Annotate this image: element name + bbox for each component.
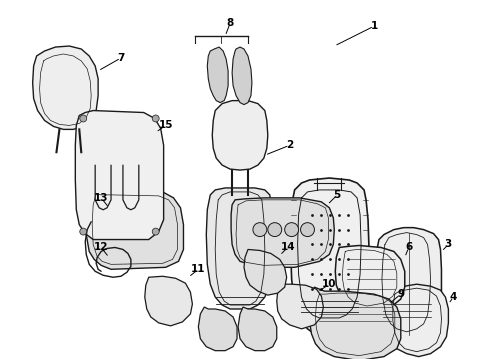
Polygon shape: [244, 249, 286, 295]
Text: 7: 7: [117, 53, 124, 63]
Circle shape: [152, 115, 159, 122]
Text: 4: 4: [449, 292, 456, 302]
Polygon shape: [198, 307, 237, 351]
Text: 6: 6: [404, 243, 411, 252]
Text: 3: 3: [444, 239, 451, 249]
Polygon shape: [207, 47, 228, 103]
Polygon shape: [232, 47, 251, 105]
Polygon shape: [290, 178, 368, 336]
Text: 1: 1: [369, 21, 377, 31]
Polygon shape: [75, 111, 163, 239]
Text: 5: 5: [333, 190, 340, 200]
Text: 11: 11: [191, 264, 205, 274]
Text: 12: 12: [94, 243, 108, 252]
Polygon shape: [276, 284, 323, 329]
Polygon shape: [85, 185, 183, 269]
Text: 9: 9: [396, 289, 404, 299]
Polygon shape: [231, 198, 334, 267]
Polygon shape: [206, 188, 272, 309]
Polygon shape: [375, 228, 441, 337]
Text: 2: 2: [285, 140, 293, 150]
Text: 14: 14: [280, 243, 294, 252]
Circle shape: [252, 223, 266, 237]
Polygon shape: [144, 276, 192, 326]
Polygon shape: [212, 100, 267, 170]
Text: 10: 10: [322, 279, 336, 289]
Circle shape: [80, 228, 86, 235]
Circle shape: [284, 223, 298, 237]
Circle shape: [152, 228, 159, 235]
Polygon shape: [238, 307, 276, 351]
Text: 8: 8: [226, 18, 233, 28]
Text: 13: 13: [94, 193, 108, 203]
Polygon shape: [309, 287, 400, 360]
Circle shape: [300, 223, 314, 237]
Polygon shape: [33, 46, 98, 129]
Circle shape: [267, 223, 281, 237]
Circle shape: [80, 115, 86, 122]
Text: 15: 15: [158, 121, 173, 130]
Polygon shape: [385, 284, 447, 357]
Polygon shape: [335, 246, 404, 311]
